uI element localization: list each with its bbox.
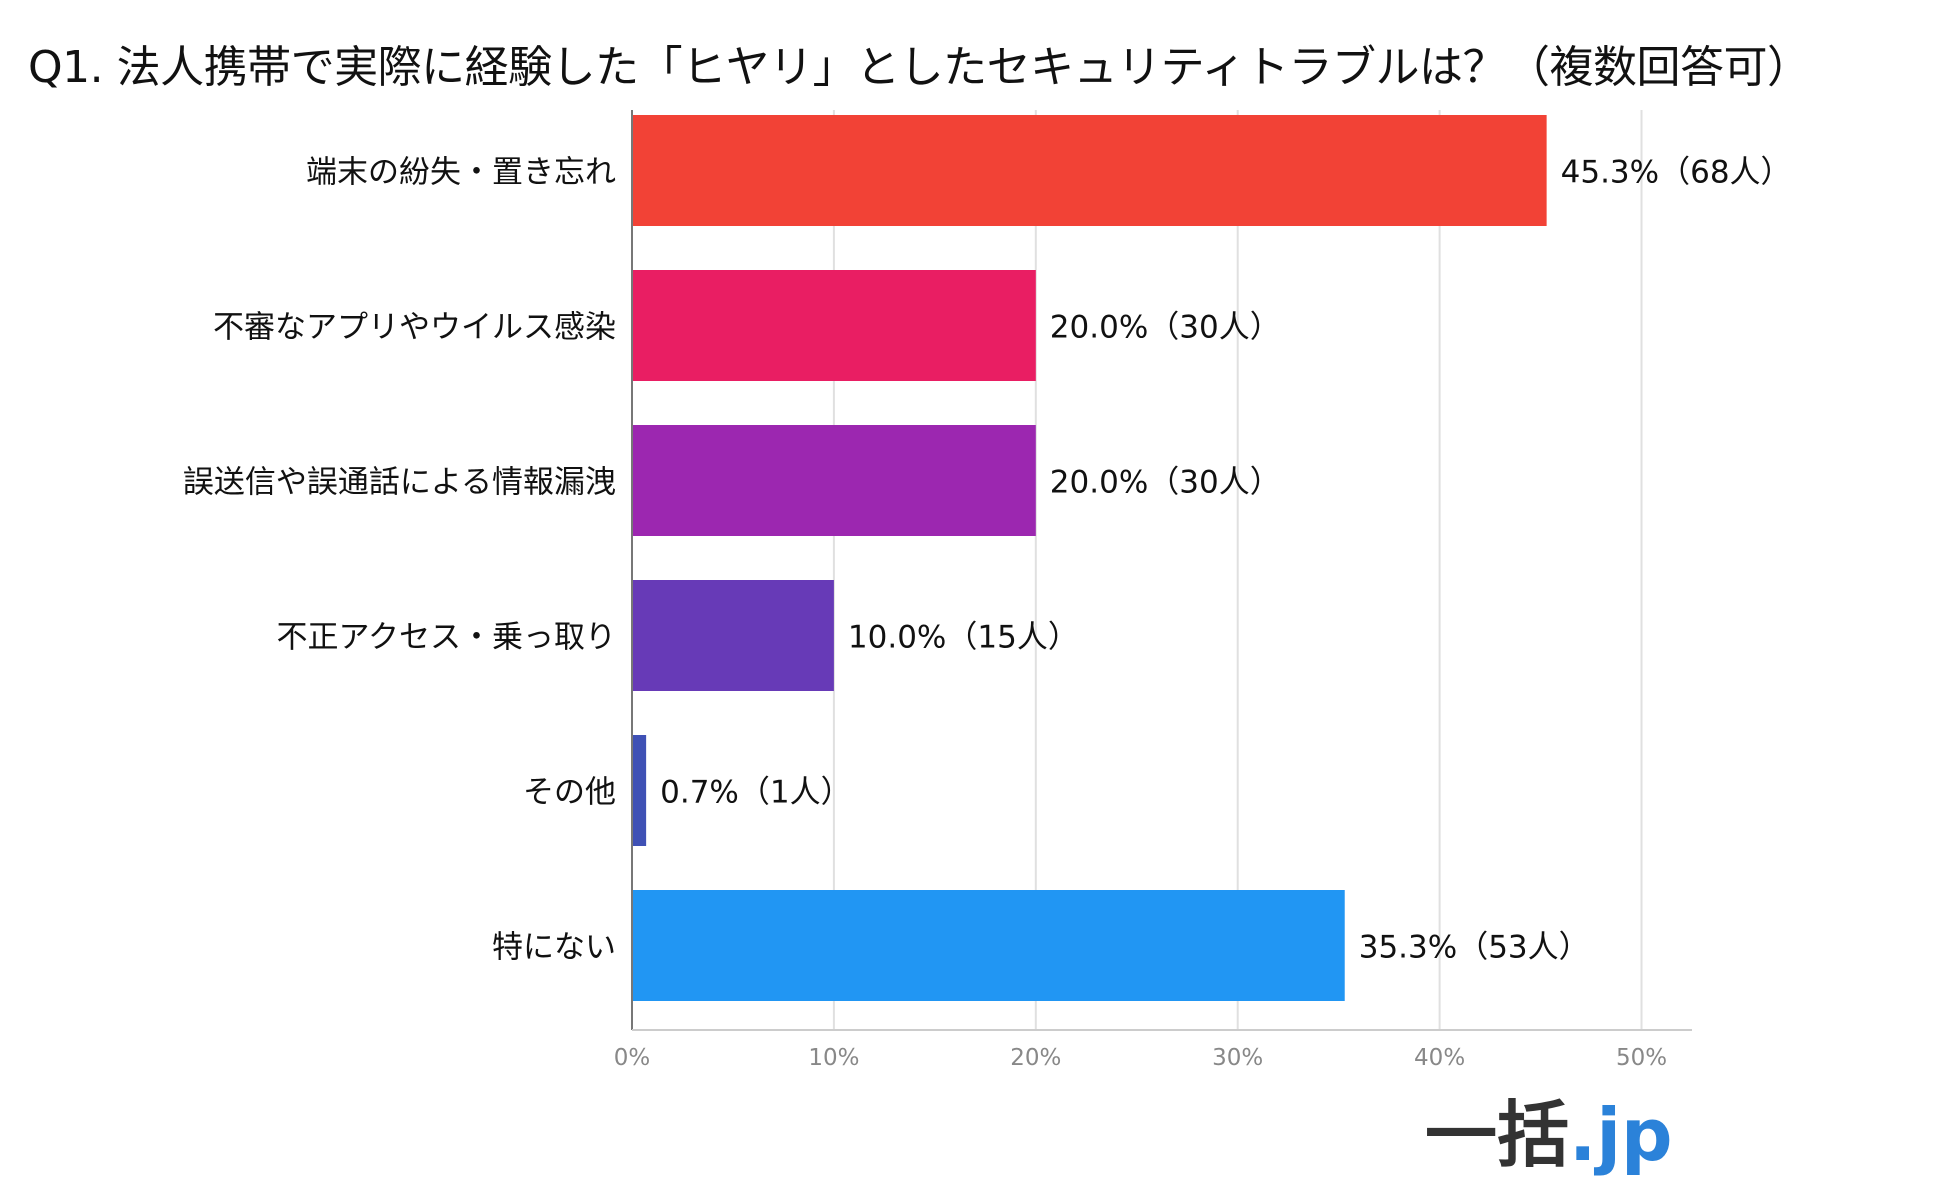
category-label: 特にない	[492, 930, 616, 966]
bar	[632, 735, 647, 846]
category-label: 端末の紛失・置き忘れ	[306, 155, 616, 191]
data-label: 0.7%（1人）	[660, 775, 851, 811]
category-label: 誤送信や誤通話による情報漏洩	[183, 465, 616, 501]
x-tick-label: 50%	[1616, 1045, 1667, 1071]
x-tick-label: 20%	[1010, 1045, 1061, 1071]
category-label: その他	[523, 775, 616, 811]
bar	[632, 580, 834, 691]
logo-main-text: 一括	[1425, 1093, 1570, 1177]
ikkatsu-logo: 一括.jp	[1425, 1095, 1673, 1175]
category-label: 不正アクセス・乗っ取り	[277, 620, 616, 656]
category-label: 不審なアプリやウイルス感染	[213, 310, 616, 346]
data-label: 35.3%（53人）	[1359, 930, 1590, 966]
x-tick-label: 0%	[614, 1045, 651, 1071]
data-label: 45.3%（68人）	[1561, 155, 1792, 191]
chart-title: Q1. 法人携帯で実際に経験した「ヒヤリ」としたセキュリティトラブルは？（複数回…	[28, 42, 1811, 93]
x-tick-label: 30%	[1212, 1045, 1263, 1071]
bars	[632, 115, 1547, 1001]
bar	[632, 115, 1547, 226]
bar	[632, 890, 1345, 1001]
x-tick-label: 10%	[808, 1045, 859, 1071]
data-label: 10.0%（15人）	[848, 620, 1079, 656]
grid-lines	[832, 110, 1643, 1030]
x-tick-label: 40%	[1414, 1045, 1465, 1071]
data-label: 20.0%（30人）	[1050, 310, 1281, 346]
labels: 端末の紛失・置き忘れ 45.3%（68人） 不審なアプリやウイルス感染 20.0%（3…	[183, 155, 1792, 966]
bar	[632, 270, 1036, 381]
data-label: 20.0%（30人）	[1050, 465, 1281, 501]
axes: 0% 10% 20% 30% 40% 50%	[614, 110, 1692, 1071]
logo-tld-text: .jp	[1569, 1093, 1673, 1177]
bar	[632, 425, 1036, 536]
